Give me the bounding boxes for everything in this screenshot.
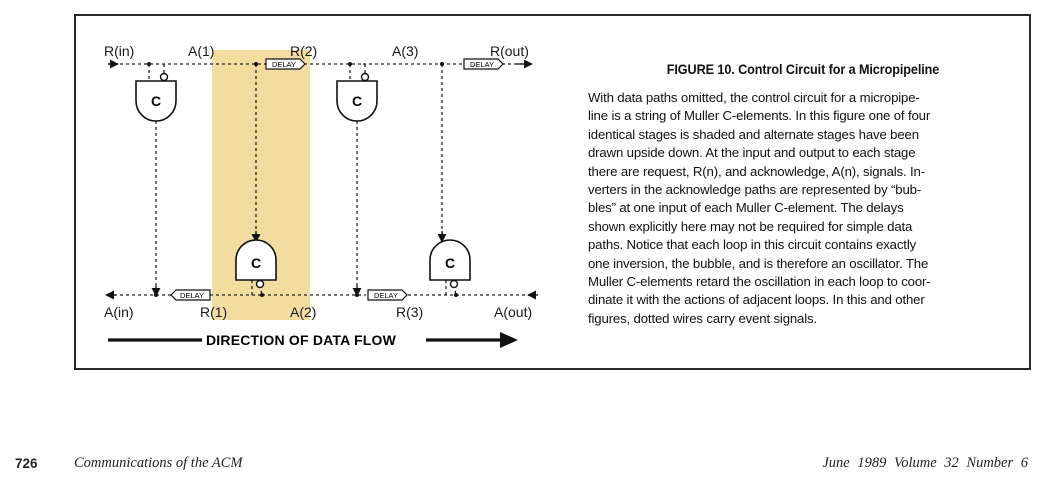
caption-line: verters in the acknowledge paths are rep… (588, 182, 922, 198)
page-number: 726 (15, 456, 38, 471)
c-element-gate-3: C (336, 72, 378, 122)
journal-name: Communications of the ACM (74, 455, 243, 471)
caption-line: shown explicitly here may not be require… (588, 218, 913, 234)
data-flow-label: DIRECTION OF DATA FLOW (206, 332, 397, 348)
label-a-3: A(3) (392, 43, 418, 59)
caption-line: line is a string of Muller C-elements. I… (588, 108, 931, 124)
caption-line: With data paths omitted, the control cir… (588, 90, 920, 105)
caption-line: dinate it with the actions of adjacent l… (588, 292, 925, 308)
svg-text:DELAY: DELAY (374, 291, 398, 300)
c-element-gate-2: C (235, 239, 277, 289)
caption-line: figures, dotted wires carry event signal… (588, 310, 817, 326)
label-a-1: A(1) (188, 43, 214, 59)
label-r-out: R(out) (490, 43, 529, 59)
svg-text:DELAY: DELAY (272, 60, 296, 69)
label-a-2: A(2) (290, 304, 316, 320)
caption-body: With data paths omitted, the control cir… (588, 89, 1018, 328)
label-a-in: A(in) (104, 304, 134, 320)
micropipeline-diagram: C C C C DELAY DELAY DELAY (104, 43, 538, 348)
label-r-in: R(in) (104, 43, 134, 59)
svg-text:DELAY: DELAY (180, 291, 204, 300)
gate-4-label: C (445, 255, 455, 271)
delay-element-bottom-2: DELAY (367, 289, 408, 301)
label-r-3: R(3) (396, 304, 423, 320)
data-flow-arrow: DIRECTION OF DATA FLOW (108, 332, 518, 348)
figure-caption: FIGURE 10. Control Circuit for a Micropi… (588, 62, 1018, 328)
caption-line: paths. Notice that each loop in this cir… (588, 237, 917, 253)
gate-2-label: C (251, 255, 261, 271)
c-element-gate-1: C (135, 72, 177, 122)
junction-dots (147, 62, 458, 297)
caption-line: drawn upside down. At the input and outp… (588, 145, 916, 161)
gate-1-label: C (151, 93, 161, 109)
label-a-out: A(out) (494, 304, 532, 320)
figure-frame: C C C C DELAY DELAY DELAY (74, 14, 1031, 370)
caption-line: there are request, R(n), and acknowledge… (588, 163, 925, 179)
label-r-1: R(1) (200, 304, 227, 320)
caption-line: identical stages is shaded and alternate… (588, 126, 919, 142)
issue-info: June 1989 Volume 32 Number 6 (822, 455, 1028, 471)
gate-3-label: C (352, 93, 362, 109)
caption-title: FIGURE 10. Control Circuit for a Micropi… (666, 62, 940, 77)
label-r-2: R(2) (290, 43, 317, 59)
caption-line: one inversion, the bubble, and is theref… (588, 255, 929, 271)
delay-element-top-2: DELAY (463, 58, 504, 70)
svg-text:DELAY: DELAY (470, 60, 494, 69)
c-element-gate-4: C (429, 239, 471, 289)
caption-line: bles” at one input of each Muller C-elem… (588, 200, 904, 216)
delay-element-top-1: DELAY (265, 58, 306, 70)
delay-element-bottom-1: DELAY (170, 289, 211, 301)
caption-line: Muller C-elements retard the oscillation… (588, 274, 931, 290)
